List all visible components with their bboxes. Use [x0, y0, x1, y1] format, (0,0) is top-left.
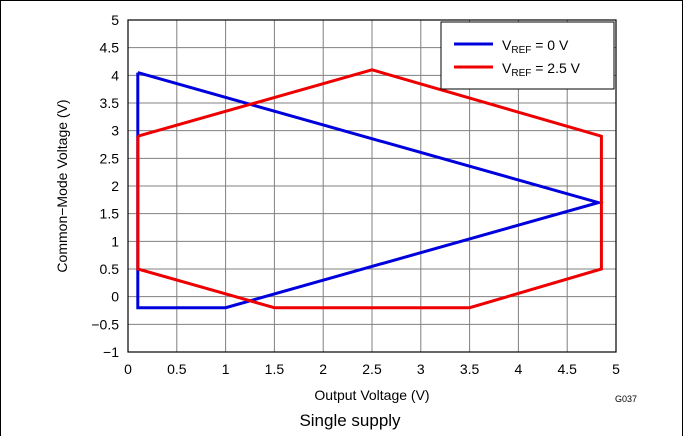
grid-lines — [128, 20, 616, 352]
x-tick-label: 4.5 — [557, 361, 577, 377]
y-tick-label: −0.5 — [91, 316, 119, 332]
y-tick-label: 0.5 — [100, 261, 120, 277]
y-tick-label: 5 — [111, 12, 119, 28]
legend-label-vref-2-5: VREF = 2.5 V — [502, 60, 581, 79]
x-tick-label: 2 — [319, 361, 327, 377]
y-tick-label: 3 — [111, 123, 119, 139]
y-tick-label: 2 — [111, 178, 119, 194]
y-tick-labels: −1 −0.5 0 0.5 1 1.5 2 2.5 3 3.5 4 4.5 5 — [91, 12, 119, 360]
x-tick-label: 3 — [417, 361, 425, 377]
y-tick-label: 3.5 — [100, 95, 120, 111]
x-tick-label: 1.5 — [265, 361, 285, 377]
y-axis-label: Common−Mode Voltage (V) — [54, 99, 70, 272]
x-tick-label: 0.5 — [167, 361, 187, 377]
y-tick-label: 1.5 — [100, 206, 120, 222]
frame-top — [0, 0, 683, 1]
legend-label-vref-0: VREF = 0 V — [502, 37, 569, 56]
y-tick-label: 1 — [111, 233, 119, 249]
series-lines — [136, 68, 604, 310]
figure-id: G037 — [615, 394, 637, 404]
x-axis-label: Output Voltage (V) — [314, 387, 429, 403]
x-tick-labels: 0 0.5 1 1.5 2 2.5 3 3.5 4 4.5 5 — [124, 361, 620, 377]
y-tick-label: 4 — [111, 67, 119, 83]
series-line-0 — [136, 71, 604, 310]
x-tick-label: 3.5 — [460, 361, 480, 377]
chart-caption: Single supply — [299, 411, 401, 430]
y-tick-label: 0 — [111, 289, 119, 305]
frame-left — [0, 0, 1, 436]
x-tick-label: 5 — [612, 361, 620, 377]
x-tick-label: 2.5 — [362, 361, 382, 377]
x-tick-label: 4 — [515, 361, 523, 377]
legend: VREF = 0 V VREF = 2.5 V — [440, 21, 615, 90]
x-tick-label: 1 — [222, 361, 230, 377]
y-tick-label: 2.5 — [100, 150, 120, 166]
y-tick-label: −1 — [103, 344, 119, 360]
legend-box — [440, 21, 615, 90]
y-tick-label: 4.5 — [100, 40, 120, 56]
x-tick-label: 0 — [124, 361, 132, 377]
series-line-1 — [136, 68, 603, 310]
plot-area — [127, 19, 617, 353]
